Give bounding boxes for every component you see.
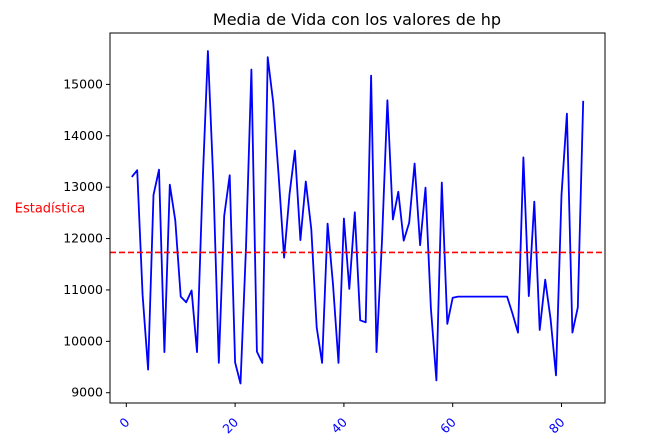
plot-area (110, 50, 605, 385)
series-line-0 (131, 50, 585, 385)
y-tick-label: 15000 (63, 76, 103, 91)
y-tick-label: 14000 (63, 128, 103, 143)
hline-label: Estadística (15, 201, 86, 216)
x-tick-label: 0 (116, 414, 132, 430)
chart-title: Media de Vida con los valores de hp (213, 10, 501, 29)
x-axis: 0 20 40 60 80 (116, 403, 568, 436)
y-tick-label: 10000 (63, 333, 103, 348)
y-axis: 9000 10000 11000 12000 13000 14000 15000 (63, 76, 110, 400)
y-tick-label: 13000 (63, 179, 103, 194)
x-tick-label: 80 (546, 414, 568, 436)
plot-frame (109, 32, 606, 404)
y-tick-label: 12000 (63, 231, 103, 246)
x-tick-label: 20 (219, 414, 241, 436)
y-tick-label: 9000 (71, 385, 103, 400)
x-tick-label: 40 (328, 414, 350, 436)
x-tick-label: 60 (437, 414, 459, 436)
y-tick-label: 11000 (63, 282, 103, 297)
